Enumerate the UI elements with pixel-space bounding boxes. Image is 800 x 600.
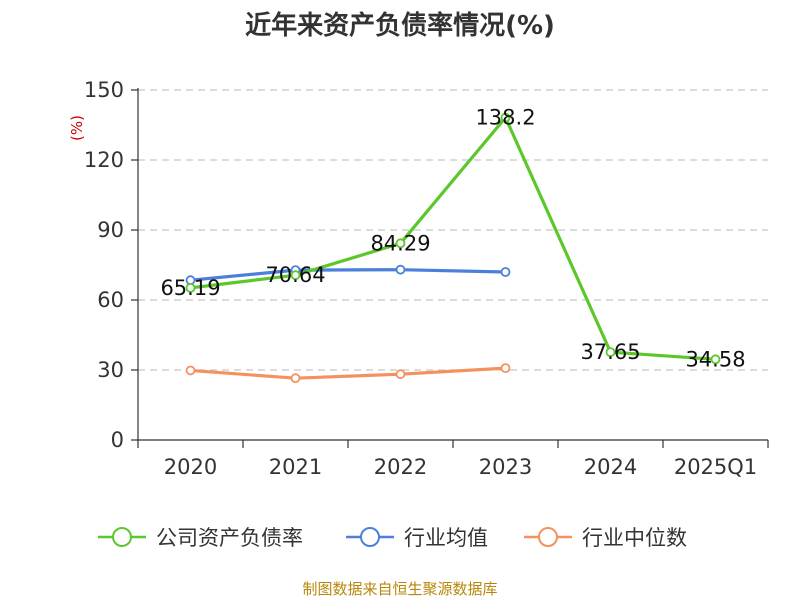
legend-marker (538, 527, 558, 547)
legend-label: 行业均值 (404, 526, 488, 550)
x-tick-label: 2021 (269, 455, 322, 479)
y-tick-label: 90 (97, 218, 124, 242)
data-point (500, 112, 511, 123)
legend-marker (360, 527, 380, 547)
legend-marker (112, 527, 132, 547)
chart-title: 近年来资产负债率情况(%) (245, 10, 555, 41)
data-label: 138.2 (475, 106, 535, 130)
y-tick-label: 30 (97, 358, 124, 382)
legend-label: 行业中位数 (582, 526, 687, 550)
data-label: 84.29 (370, 231, 430, 255)
legend-label: 公司资产负债率 (156, 526, 303, 550)
y-tick-label: 120 (84, 148, 124, 172)
grid (138, 89, 768, 371)
data-label: 70.64 (265, 263, 325, 287)
source-note: 制图数据来自恒生聚源数据库 (302, 580, 497, 598)
y-tick-label: 150 (84, 78, 124, 102)
series-group (185, 112, 721, 384)
data-point (605, 347, 616, 358)
x-tick-label: 2025Q1 (674, 455, 757, 479)
data-point (395, 369, 406, 380)
data-point (185, 282, 196, 293)
data-point (185, 365, 196, 376)
y-tick-label: 0 (111, 428, 124, 452)
y-tick-label: 60 (97, 288, 124, 312)
series-line (190, 268, 506, 282)
data-label: 34.58 (685, 347, 745, 371)
data-point (710, 354, 721, 365)
data-label: 37.65 (580, 340, 640, 364)
series-line (190, 115, 716, 361)
legend: 公司资产负债率 行业均值 行业中位数 (98, 526, 687, 550)
data-point (500, 267, 511, 277)
y-axis-label: (%) (68, 115, 86, 141)
series-line (190, 366, 506, 380)
data-point (395, 238, 406, 249)
data-point (395, 264, 406, 275)
data-label: 65.19 (160, 276, 220, 300)
data-point (290, 373, 301, 384)
x-tick-label: 2024 (584, 455, 637, 479)
x-tick-label: 2022 (374, 455, 427, 479)
x-tick-label: 2023 (479, 455, 532, 479)
data-labels: 65.19 70.64 84.29 138.2 37.65 34.58 (160, 106, 745, 372)
data-point (290, 270, 301, 281)
data-point (500, 363, 511, 374)
axes: 0 30 60 90 120 150 2020 2021 2022 2023 2024 2025Q1 (84, 78, 769, 479)
x-tick-label: 2020 (164, 455, 217, 479)
